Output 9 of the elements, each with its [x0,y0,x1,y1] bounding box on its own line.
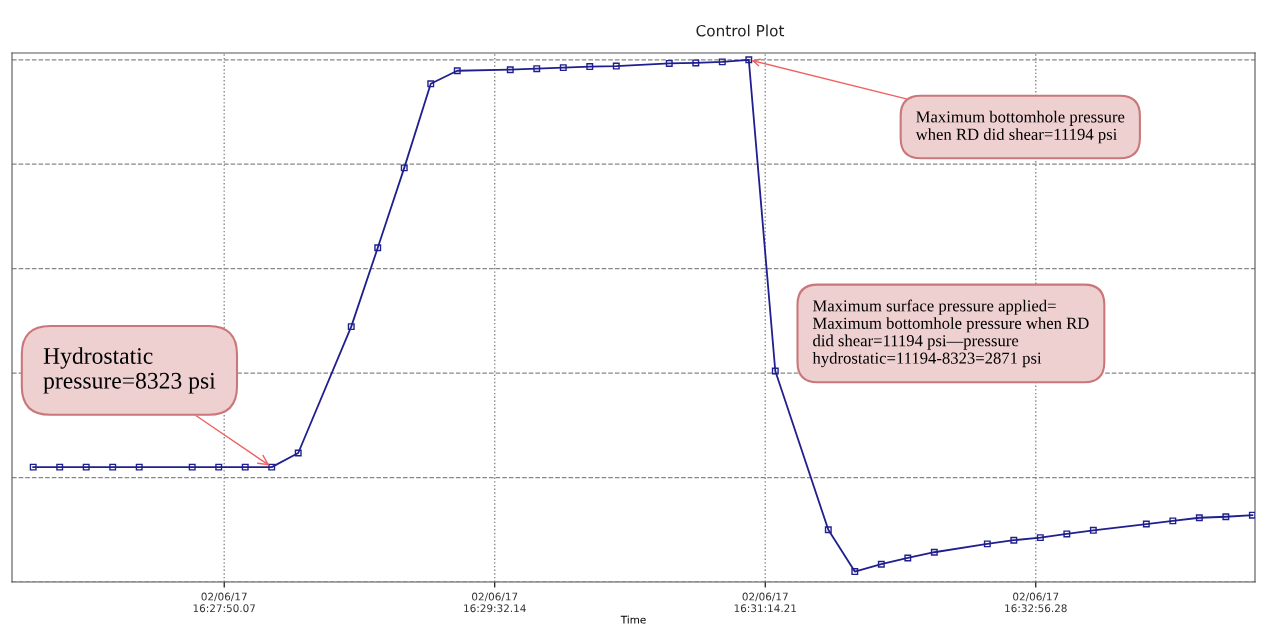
annotation: Maximum surface pressure applied= Maximum bottomhole pressure when RD did shear=11194 psi—pressure hydrostatic=11194-8323=2871 psi [812,299,1089,368]
x-tick-label: 02/06/17 16:32:56.28 [1005,592,1067,613]
chart-title: Control Plot [696,24,785,37]
x-tick-label: 02/06/17 16:27:50.07 [193,592,255,613]
annotation: Maximum bottomhole pressure when RD did shear=11194 psi [915,110,1125,144]
x-tick-label: 02/06/17 16:31:14.21 [734,592,796,613]
x-tick-label: 02/06/17 16:29:32.14 [464,592,526,613]
x-axis-title: Time [620,615,646,624]
annotation: Hydrostatic pressure=8323 psi [43,347,216,394]
